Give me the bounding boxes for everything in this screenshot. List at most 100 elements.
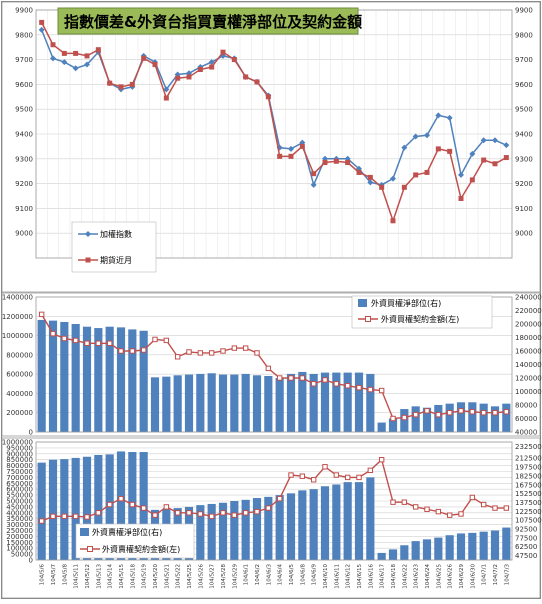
y-left-tick-label: 1000000 <box>2 332 33 340</box>
y-left-tick-label: 9100 <box>15 205 33 213</box>
data-point <box>458 171 464 178</box>
data-point <box>378 457 385 463</box>
bar <box>400 409 409 432</box>
data-point <box>344 383 351 389</box>
x-tick-label: 104/5/14 <box>108 564 114 589</box>
x-tick-label: 104/6/23 <box>414 564 420 589</box>
bar <box>366 477 375 560</box>
legend-label: 加權指數 <box>100 229 132 239</box>
data-point <box>379 184 385 190</box>
bar <box>343 372 352 432</box>
data-point <box>503 142 510 149</box>
y-right-tick-label: 240000 <box>515 294 542 302</box>
data-point <box>254 508 260 515</box>
data-point <box>106 340 113 346</box>
data-point <box>412 411 419 418</box>
legend-label: 外資賣權淨部位(右) <box>92 527 162 537</box>
legend-marker <box>85 231 91 237</box>
data-point <box>208 350 215 356</box>
data-point <box>276 495 283 502</box>
data-point <box>288 145 294 152</box>
data-point <box>163 337 170 344</box>
plot-area-3 <box>35 441 513 561</box>
x-tick-label: 104/6/9 <box>312 564 318 586</box>
bar <box>286 373 296 432</box>
x-tick-label: 104/6/3 <box>266 564 272 586</box>
x-tick-label: 104/6/12 <box>346 564 352 589</box>
y-right-tick-label: 9500 <box>515 106 533 114</box>
data-point <box>174 354 181 360</box>
y-left-tick-label: 9200 <box>15 180 33 188</box>
y-left-tick-label: 50000 <box>11 551 33 559</box>
data-point <box>220 348 226 354</box>
data-point <box>458 511 464 517</box>
x-tick-label: 104/6/17 <box>380 564 386 589</box>
chart-title: 指數價差&外資台指買賣權淨部位及契約金額 <box>64 13 362 31</box>
data-point <box>503 155 509 161</box>
data-point <box>276 375 283 381</box>
legend-box <box>71 221 157 273</box>
legend-label: 外資買權淨部位(右) <box>371 298 441 308</box>
bar <box>309 373 318 432</box>
data-point <box>129 81 135 87</box>
y-left-tick-label: 250000 <box>6 527 33 535</box>
data-point <box>412 133 419 140</box>
y-right-tick-label: 197500 <box>515 464 542 472</box>
bar <box>94 328 103 432</box>
bar <box>298 371 307 432</box>
bar <box>377 422 386 432</box>
data-point <box>492 505 498 511</box>
data-point <box>435 508 442 515</box>
data-point <box>310 181 317 188</box>
bar <box>502 403 511 432</box>
y-right-tick-label: 77500 <box>515 534 537 542</box>
data-point <box>492 137 498 144</box>
legend-2: 外資買權淨部位(右) 外資買權契約金額(左) <box>351 295 493 329</box>
data-point <box>299 473 306 479</box>
data-point <box>435 146 441 152</box>
y-right-tick-label: 220000 <box>515 307 542 315</box>
data-point <box>129 348 136 354</box>
panel-frame-3 <box>1 437 541 599</box>
data-point <box>152 512 158 518</box>
y-right-tick-label: 9800 <box>515 31 533 39</box>
data-point <box>469 150 476 157</box>
y-left-tick-label: 9500 <box>15 106 33 114</box>
data-point <box>367 179 374 186</box>
data-point <box>299 375 306 381</box>
y-left-tick-label: 550000 <box>6 492 33 500</box>
data-point <box>412 504 419 510</box>
y-left-tick-label: 0 <box>29 557 33 565</box>
bar <box>218 502 228 560</box>
data-point <box>84 514 90 520</box>
data-point <box>95 47 101 53</box>
x-tick-label: 104/7/3 <box>504 564 510 586</box>
bar <box>400 545 409 560</box>
y-left-tick-label: 9300 <box>15 155 33 163</box>
bar <box>411 541 420 560</box>
data-point <box>288 375 294 381</box>
x-tick-label: 104/5/20 <box>153 564 159 589</box>
y-right-tick-label: 40000 <box>515 429 537 437</box>
x-tick-label: 104/5/12 <box>85 564 91 589</box>
data-point <box>209 64 215 70</box>
data-point <box>84 53 90 59</box>
data-point <box>265 365 272 372</box>
data-point <box>73 50 79 56</box>
data-point <box>140 505 147 511</box>
y-right-tick-label: 9400 <box>515 131 533 139</box>
data-point <box>322 160 328 166</box>
bar <box>332 484 341 560</box>
data-point <box>469 494 476 501</box>
data-point <box>265 505 272 511</box>
data-point <box>106 501 113 508</box>
y-right-tick-label: 9100 <box>515 205 533 213</box>
data-point <box>277 153 283 159</box>
data-point <box>435 112 442 119</box>
data-point <box>356 384 362 391</box>
data-point <box>61 59 68 66</box>
y-left-tick-label: 1400000 <box>2 294 33 302</box>
bar <box>94 454 103 560</box>
y-right-tick-label: 9000 <box>515 230 533 238</box>
bar <box>309 489 318 560</box>
